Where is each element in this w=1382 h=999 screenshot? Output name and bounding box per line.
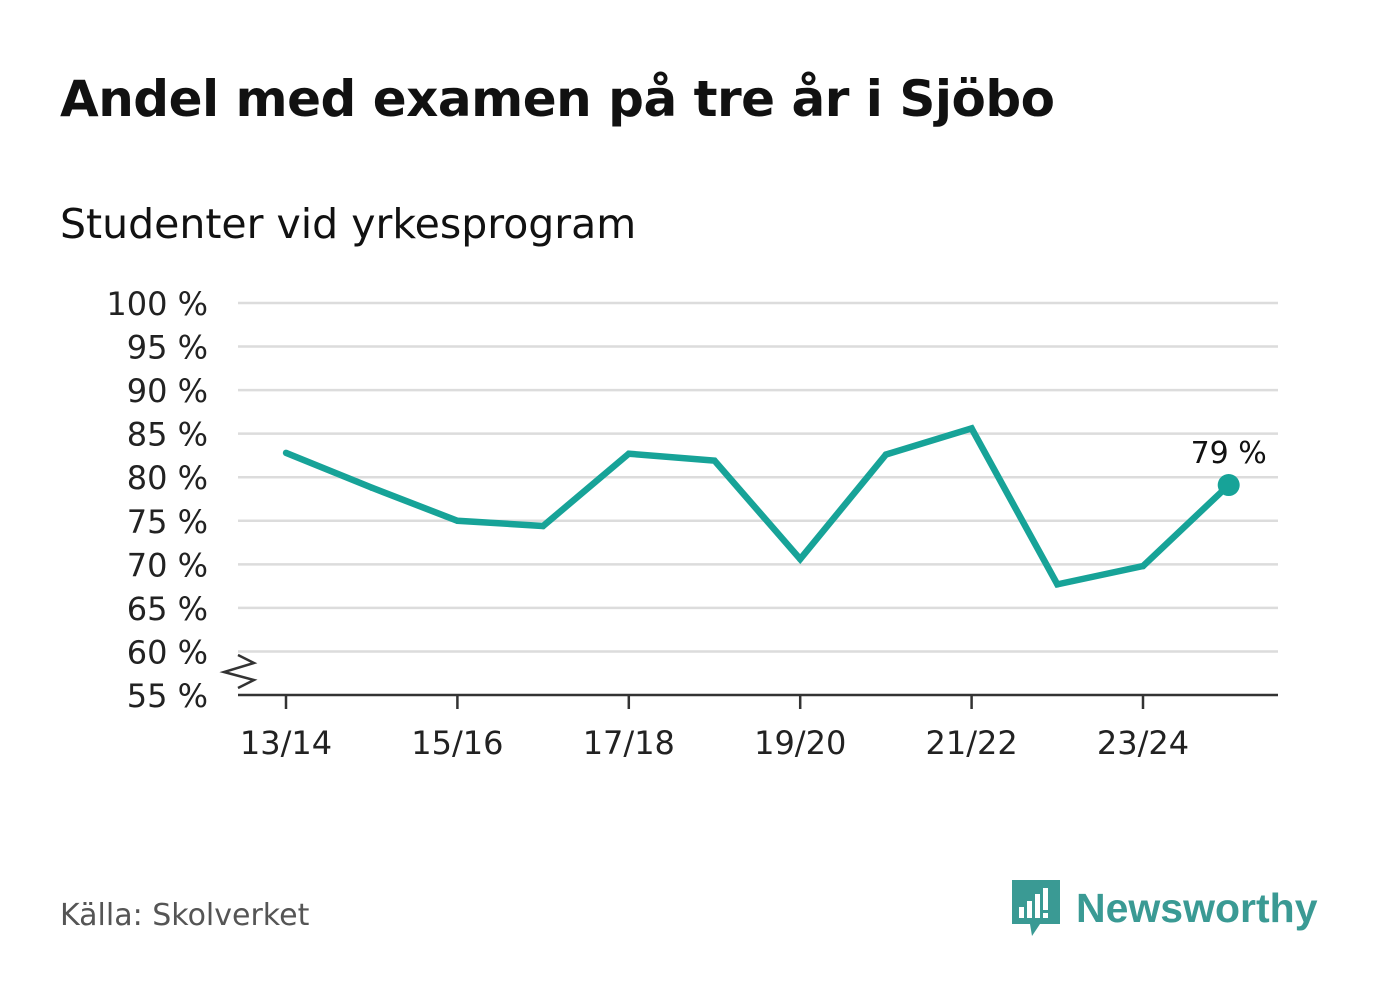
y-tick-label: 85 % [127, 416, 208, 454]
end-value-label: 79 % [1191, 436, 1267, 471]
data-point [797, 555, 804, 563]
end-point-marker [1217, 474, 1240, 497]
chart-title: Andel med examen på tre år i Sjöbo [60, 70, 1055, 128]
newsworthy-logo: Newsworthy [1010, 878, 1318, 938]
brand-name: Newsworthy [1076, 884, 1318, 931]
axis-break-mark [219, 653, 258, 690]
data-point [368, 484, 375, 491]
data-point [454, 517, 461, 524]
line-chart: 55 % 60 % 65 % 70 % 75 % 80 % 85 % 90 % 95 % 100 … [106, 285, 1278, 762]
y-tick-label: 75 % [127, 503, 208, 541]
data-point [625, 450, 632, 457]
y-tick-label: 65 % [127, 590, 208, 628]
newsworthy-logo-icon [1012, 880, 1060, 936]
x-tick-label: 23/24 [1097, 724, 1189, 762]
source-note: Källa: Skolverket [60, 898, 310, 933]
y-tick-label: 70 % [127, 546, 208, 584]
y-tick-label: 80 % [127, 459, 208, 497]
chart-subtitle: Studenter vid yrkesprogram [60, 200, 637, 248]
x-tick-label: 21/22 [925, 724, 1017, 762]
data-point [711, 457, 718, 464]
x-tick-label: 19/20 [754, 724, 846, 762]
y-tick-label: 60 % [127, 633, 208, 671]
data-point [1139, 562, 1147, 570]
data-point [282, 449, 290, 457]
x-tick-label: 17/18 [583, 724, 675, 762]
y-tick-label: 55 % [127, 677, 208, 715]
y-tick-label: 90 % [127, 372, 208, 410]
data-point [539, 522, 547, 530]
x-tick-label: 15/16 [411, 724, 503, 762]
y-tick-label: 95 % [127, 329, 208, 367]
data-point [1054, 581, 1061, 588]
y-tick-label: 100 % [106, 285, 208, 323]
series-line [284, 424, 1231, 589]
x-tick-label: 13/14 [240, 724, 332, 762]
data-point [882, 451, 890, 458]
data-point [968, 425, 975, 432]
